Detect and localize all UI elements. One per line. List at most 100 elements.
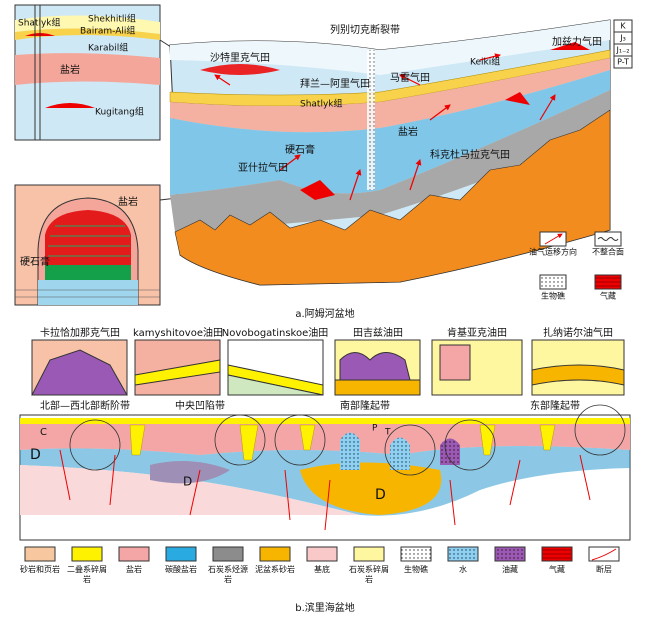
legend-label: 泥盆系砂岩 (255, 565, 295, 574)
legend-b-swatches-part (212, 546, 244, 562)
cross-section-b-part (390, 437, 410, 470)
legend-a-part (597, 237, 619, 241)
zone-label: 北部—西北部断阶带 (40, 399, 130, 412)
cross-section-a-part (170, 90, 610, 232)
legend-b-swatches-part (494, 546, 526, 562)
legend-label-box: 二叠系碎屑岩 (67, 565, 107, 584)
inset-top-part (45, 103, 95, 108)
inset-title: 田吉兹油田 (353, 326, 403, 339)
inset-title: 肯基亚克油田 (447, 326, 507, 339)
cross-section-b-part (440, 438, 460, 465)
legend-a-part (544, 233, 563, 245)
legend-label: 不整合面 (592, 247, 624, 257)
cross-section-b-part-part (59, 449, 71, 501)
inset-label: Karabil组 (88, 42, 128, 54)
legend-a-part (539, 274, 567, 290)
cross-section-b-part-part (444, 419, 496, 471)
stratum-label: P-T (617, 58, 629, 67)
unit-label: D (183, 475, 192, 489)
strata-key-part (613, 55, 633, 69)
inset-top-part (15, 53, 160, 85)
cross-section-b-part (69, 404, 626, 476)
legend-label: 砂岩和页岩 (20, 565, 60, 574)
legend-label: 油藏 (502, 565, 518, 574)
legend-b-swatches-part (259, 546, 291, 562)
cross-section-b-part-part (214, 414, 266, 466)
legend-label: 石炭系烃源岩 (208, 565, 248, 584)
cross-section-a-part (170, 70, 610, 195)
cross-section-b-part-part (69, 419, 121, 471)
cross-section-a-part-part (479, 53, 501, 61)
cross-section-b-part-part (274, 414, 326, 466)
cross-section-b-part (59, 449, 591, 531)
unit-label: D (30, 447, 41, 463)
cross-section-b-part-part (509, 459, 521, 506)
legend-label-box: 断层 (596, 565, 612, 574)
cross-section-b-part-part (109, 454, 116, 506)
cross-section-a-part-part (539, 94, 556, 121)
inset-label: 盐岩 (60, 63, 80, 76)
cross-section-b-part-part (579, 454, 591, 501)
cross-section-a-part (174, 109, 611, 286)
cross-section-a-part (300, 180, 335, 200)
cross-section-a-part-part (409, 159, 422, 191)
cross-section-b-part-part (189, 469, 201, 516)
cross-section-b-part (20, 418, 630, 424)
cross-section-b-part (150, 461, 230, 484)
cross-section-a-part (214, 53, 556, 201)
cross-section-b-part-part (479, 424, 496, 456)
section-label: 科克杜马拉克气田 (430, 148, 510, 161)
inset-label: Bairam-Ali组 (80, 25, 135, 37)
cross-section-b-part-part (129, 424, 146, 456)
legend-label: 断层 (596, 565, 612, 574)
legend-label-box: 基底 (314, 565, 330, 574)
legend-label-box: 生物礁 (404, 565, 428, 574)
cross-section-b-part-part (384, 424, 436, 476)
inset-title: 扎纳诺尔油气田 (543, 326, 613, 339)
inset-title: Novobogatinskoe油田 (222, 326, 329, 339)
legend-label-box: 盐岩 (126, 565, 142, 574)
cross-section-b-part-part (284, 469, 291, 521)
section-label: 拜兰—阿里气田 (300, 77, 370, 90)
section-label: 盐岩 (398, 125, 418, 138)
legend-label-box: 气藏 (549, 565, 565, 574)
section-label: 加兹力气田 (552, 35, 602, 48)
unit-label: P (372, 424, 378, 434)
section-label: 亚什拉气田 (238, 161, 288, 174)
cross-section-b-part-part (574, 404, 626, 456)
legend-label: 石炭系碎屑岩 (349, 565, 389, 584)
unit-label: D (375, 487, 386, 503)
legend-label: 气藏 (549, 565, 565, 574)
insets-b (31, 339, 625, 396)
legend-label-box: 砂岩和页岩 (20, 565, 60, 574)
cross-section-a-part-part (214, 74, 231, 86)
legend-label-box: 石炭系烃源岩 (208, 565, 248, 584)
strata-key (613, 19, 633, 69)
inset-label: 硬石膏 (20, 255, 50, 268)
caption: a.阿姆河盆地 (295, 307, 354, 320)
cross-section-b-part-part (539, 424, 556, 451)
inset-label: 盐岩 (118, 195, 138, 208)
caption: b.滨里海盆地 (295, 601, 355, 614)
insets-b-part (334, 379, 421, 396)
section-label: Shatlyk组 (300, 98, 343, 110)
cross-section-a-part (170, 58, 610, 133)
insets-b-part (134, 359, 221, 386)
legend-a-part (594, 274, 622, 290)
section-label: 沙特里克气田 (210, 51, 270, 64)
legend-b-swatches-part (541, 546, 573, 562)
cross-section-a-part-part (429, 104, 451, 121)
zone-label: 南部隆起带 (340, 399, 390, 412)
cross-section-b-part (340, 432, 360, 470)
inset-label: Shatlyk组 (18, 17, 61, 29)
legend-b-swatches-part (24, 546, 56, 562)
legend-b-swatches-part (588, 546, 620, 562)
insets-b-part (227, 374, 324, 396)
inset-top-part (15, 28, 160, 40)
legend-b-swatches-part (400, 546, 432, 562)
inset-title: kamyshitovoe油田 (133, 326, 223, 339)
inset-bottom-part (38, 280, 138, 305)
legend-label: 生物礁 (541, 291, 565, 301)
cross-section-a-part (367, 50, 375, 190)
legend-label-box: 石炭系碎屑岩 (349, 565, 389, 584)
